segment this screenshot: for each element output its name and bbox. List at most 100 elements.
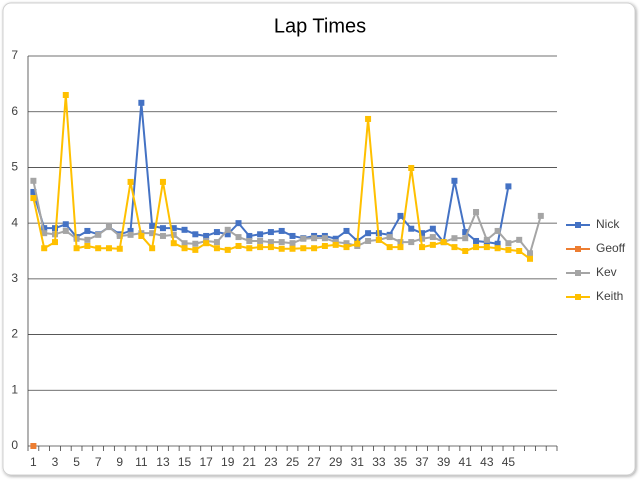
x-tick-label: 45 <box>502 455 516 469</box>
chart-title: Lap Times <box>274 15 366 37</box>
data-point <box>462 248 469 254</box>
data-point <box>181 245 188 252</box>
data-point <box>224 246 231 253</box>
data-point <box>127 227 134 234</box>
x-tick-label: 5 <box>73 455 80 469</box>
x-tick-label: 37 <box>415 455 429 469</box>
data-point <box>278 227 285 234</box>
data-point <box>62 227 69 234</box>
y-tick-label: 5 <box>11 160 18 174</box>
y-tick-label: 2 <box>11 327 18 341</box>
x-tick-label: 35 <box>394 455 408 469</box>
legend-label: Geoff <box>596 241 626 255</box>
data-point <box>397 212 404 219</box>
data-point <box>127 178 134 185</box>
data-point <box>375 236 382 243</box>
legend-marker <box>575 294 581 300</box>
data-point <box>527 255 534 262</box>
data-point <box>30 188 37 195</box>
data-point <box>365 230 372 237</box>
data-point <box>257 231 264 238</box>
x-tick-label: 43 <box>480 455 494 469</box>
data-point <box>451 177 458 184</box>
data-point <box>213 245 220 252</box>
x-tick-label: 27 <box>307 455 321 469</box>
data-point <box>289 240 296 247</box>
data-point <box>419 235 426 242</box>
data-point <box>84 227 91 234</box>
data-point <box>300 235 307 242</box>
data-point <box>494 240 501 247</box>
data-point <box>300 245 307 252</box>
x-tick-label: 25 <box>286 455 300 469</box>
data-point <box>51 239 58 246</box>
data-point <box>473 237 480 244</box>
data-point <box>494 245 501 252</box>
data-point <box>462 235 469 242</box>
data-point <box>84 236 91 243</box>
data-point <box>62 221 69 228</box>
data-point <box>419 244 426 251</box>
data-point <box>138 232 145 239</box>
data-point <box>473 209 480 215</box>
data-point <box>62 92 69 98</box>
x-tick-label: 21 <box>243 455 257 469</box>
data-point <box>246 245 253 252</box>
data-point <box>537 212 544 219</box>
x-tick-label: 19 <box>221 455 235 469</box>
data-point <box>105 245 112 252</box>
y-tick-label: 1 <box>11 382 18 396</box>
x-tick-label: 39 <box>437 455 451 469</box>
x-tick-label: 23 <box>264 455 278 469</box>
data-point <box>246 232 253 239</box>
data-point <box>505 240 512 247</box>
data-point <box>30 177 37 184</box>
data-point <box>516 248 523 254</box>
data-point <box>321 242 328 249</box>
data-point <box>181 226 188 233</box>
data-point <box>365 237 372 244</box>
data-point <box>170 231 177 238</box>
data-point <box>235 242 242 249</box>
data-point <box>343 244 350 251</box>
data-point <box>170 225 177 232</box>
data-point <box>73 245 80 252</box>
data-point <box>192 246 199 253</box>
x-tick-label: 7 <box>95 455 102 469</box>
legend-label: Kev <box>596 265 617 279</box>
y-tick-label: 4 <box>11 215 18 229</box>
data-point <box>365 115 372 122</box>
x-tick-label: 1 <box>30 455 37 469</box>
data-point <box>451 244 458 251</box>
y-tick-label: 3 <box>11 271 18 285</box>
x-tick-label: 33 <box>372 455 386 469</box>
data-point <box>95 231 102 238</box>
x-tick-label: 41 <box>459 455 473 469</box>
legend-label: Nick <box>596 217 620 231</box>
data-point <box>332 235 339 242</box>
data-point <box>203 232 210 239</box>
data-point <box>429 234 436 241</box>
data-point <box>408 164 415 171</box>
data-point <box>267 229 274 236</box>
x-tick-label: 11 <box>135 455 148 469</box>
x-tick-label: 29 <box>329 455 343 469</box>
y-tick-label: 0 <box>11 438 18 452</box>
data-point <box>311 235 318 242</box>
data-point <box>267 239 274 246</box>
data-point <box>127 231 134 238</box>
data-point <box>429 225 436 232</box>
data-point <box>138 99 145 106</box>
data-point <box>483 236 490 243</box>
data-point <box>170 240 177 247</box>
data-point <box>278 245 285 252</box>
data-point <box>473 244 480 251</box>
data-point <box>483 244 490 251</box>
data-point <box>462 229 469 236</box>
data-point <box>116 245 123 252</box>
data-point <box>257 244 264 251</box>
data-point <box>149 230 156 237</box>
y-tick-label: 7 <box>11 48 18 62</box>
data-point <box>84 242 91 249</box>
